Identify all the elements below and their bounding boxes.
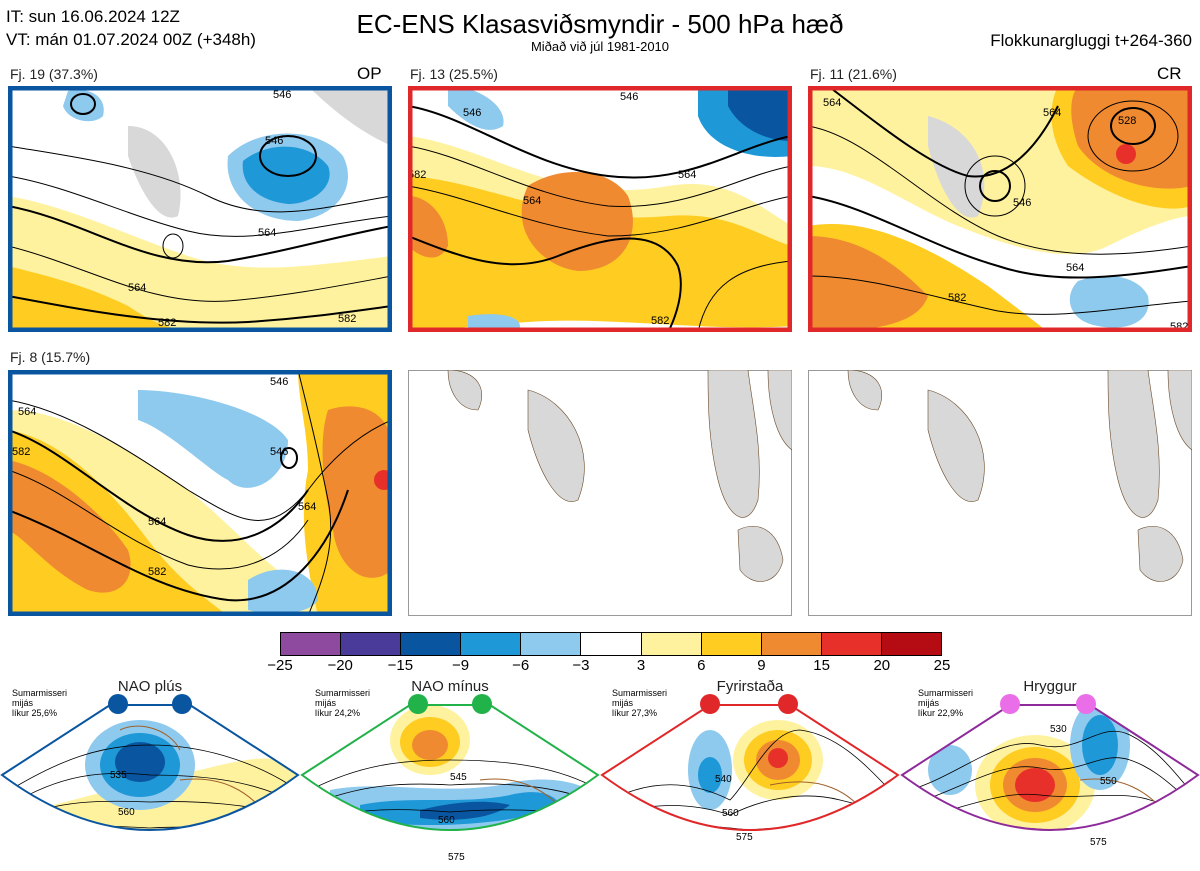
cluster-3-label: Fj. 11 (21.6%): [810, 66, 897, 82]
contour-label: 582: [338, 313, 356, 325]
regime-contour-label: 530: [1050, 724, 1067, 735]
contour-label: 546: [463, 107, 481, 119]
regime-2-desc: Sumarmisseri mijás líkur 24,2%: [315, 688, 371, 718]
regime-contour-label: 560: [438, 815, 455, 826]
colorbar-tick-label: −9: [451, 657, 470, 674]
colorbar-swatch: [701, 633, 762, 655]
cluster-4-map: 564 582 564 546 564 582 546: [8, 370, 392, 616]
cluster-3-tag: CR: [1157, 64, 1182, 83]
contour-label: 564: [1066, 262, 1084, 274]
regime-contour-label: 575: [448, 852, 465, 863]
cluster-1-map: 546 564 564 582 582 546: [8, 86, 392, 332]
contour-label: 546: [1013, 197, 1031, 209]
contour-label: 582: [12, 446, 30, 458]
climatology-subtitle: Miðað við júl 1981-2010: [530, 39, 670, 54]
cluster-1-label: Fj. 19 (37.3%): [10, 66, 98, 82]
regime-3-desc: Sumarmisseri mijás líkur 27,3%: [612, 688, 668, 718]
regime-contour-label: 560: [722, 808, 739, 819]
colorbar-swatch: [281, 633, 342, 655]
colorbar-tick-label: 9: [757, 657, 766, 674]
colorbar-tick-label: −3: [572, 657, 590, 674]
contour-label: 564: [128, 282, 146, 294]
colorbar-swatch: [581, 633, 642, 655]
colorbar-swatch: [761, 633, 822, 655]
contour-label: 564: [1043, 107, 1061, 119]
colorbar-swatch: [821, 633, 882, 655]
colorbar-tick-label: 15: [813, 657, 830, 674]
colorbar-tick-label: −15: [387, 657, 414, 674]
contour-label: 546: [273, 89, 291, 101]
contour-label: 564: [523, 195, 541, 207]
cluster-3-map: 564 564 546 564 582 582 528: [808, 86, 1192, 332]
regime-contour-label: 550: [1100, 776, 1117, 787]
contour-label: 582: [408, 169, 426, 181]
regime-4-map: 530 550 575: [900, 694, 1200, 848]
colorbar-tick-label: −25: [267, 657, 293, 674]
regime-contour-label: 535: [110, 770, 127, 781]
regime-3-title: Fyrirstaða: [716, 678, 784, 695]
contour-label: 564: [148, 516, 166, 528]
regime-2-title: NAO mínus: [411, 678, 489, 695]
valid-time: VT: mán 01.07.2024 00Z (+348h): [6, 30, 256, 49]
colorbar-tick-label: 3: [636, 657, 646, 674]
contour-label: 546: [265, 135, 283, 147]
contour-label: 546: [620, 91, 638, 103]
contour-label: 582: [1170, 321, 1188, 332]
classification-window: Flokkunargluggi t+264-360: [990, 31, 1192, 50]
regime-4-desc: Sumarmisseri mijás líkur 22,9%: [918, 688, 974, 718]
colorbar-swatch: [521, 633, 582, 655]
contour-label: 582: [148, 566, 166, 578]
colorbar-ticks: −25 −20 −15 −9 −6 −3 3 6 9 15 20 25: [250, 657, 972, 677]
contour-label: 582: [158, 317, 176, 329]
cluster-4-label: Fj. 8 (15.7%): [10, 349, 91, 365]
regime-4-title: Hryggur: [1023, 678, 1077, 695]
colorbar-swatch: [641, 633, 702, 655]
contour-label: 546: [270, 376, 288, 388]
regime-contour-label: 540: [715, 774, 732, 785]
empty-map-2: [808, 370, 1192, 616]
colorbar: [280, 632, 942, 656]
init-time: IT: sun 16.06.2024 12Z: [6, 7, 180, 26]
colorbar-swatch: [401, 633, 462, 655]
regime-1-map: 535 560: [0, 694, 300, 831]
regime-contour-label: 575: [736, 832, 753, 843]
contour-label: 564: [823, 97, 841, 109]
regime-2-map: 545 560 575: [300, 694, 600, 863]
contour-label: 564: [258, 227, 276, 239]
cluster-2-label: Fj. 13 (25.5%): [410, 66, 498, 82]
colorbar-swatch: [881, 633, 942, 655]
regime-contour-label: 575: [1090, 837, 1107, 848]
colorbar-swatch: [461, 633, 522, 655]
colorbar-swatch: [341, 633, 402, 655]
colorbar-tick-label: 6: [697, 657, 706, 674]
colorbar-tick-label: 20: [873, 657, 891, 674]
contour-label: 546: [270, 446, 288, 458]
contour-label: 564: [18, 406, 36, 418]
contour-label: 564: [678, 169, 696, 181]
regime-contour-label: 545: [450, 772, 467, 783]
page-title: EC-ENS Klasasviðsmyndir - 500 hPa hæð: [356, 9, 844, 39]
colorbar-tick-label: −6: [512, 657, 530, 674]
regime-1-title: NAO plús: [117, 678, 183, 695]
contour-label: 564: [298, 501, 316, 513]
regime-contour-label: 560: [118, 807, 135, 818]
contour-label: 582: [651, 315, 669, 327]
contour-label: 582: [948, 292, 966, 304]
colorbar-tick-label: 25: [933, 657, 951, 674]
contour-label: 528: [1118, 115, 1136, 127]
regime-3-map: 540 560 575: [600, 694, 900, 843]
colorbar-tick-label: −20: [327, 657, 353, 674]
cluster-1-tag: OP: [357, 64, 382, 83]
regime-1-desc: Sumarmisseri mijás líkur 25,6%: [12, 688, 68, 718]
cluster-2-map: 546 546 564 564 582 582: [408, 86, 792, 332]
empty-map-1: [408, 370, 792, 616]
